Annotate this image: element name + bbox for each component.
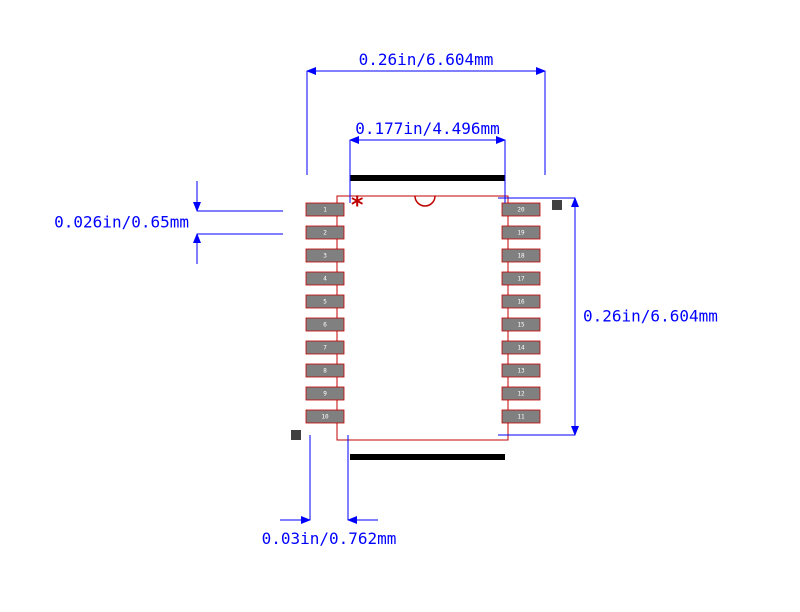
- pin1-arc: [415, 196, 435, 206]
- pad-right-label: 19: [517, 230, 525, 237]
- dim-text: 0.177in/4.496mm: [355, 119, 500, 138]
- pad-right-label: 18: [517, 253, 525, 260]
- dim-text: 0.026in/0.65mm: [54, 213, 189, 232]
- pad-right-label: 15: [517, 322, 525, 329]
- dim-text: 0.26in/6.604mm: [583, 307, 718, 326]
- pad-left-label: 3: [323, 253, 327, 260]
- pad-right-label: 13: [517, 368, 525, 375]
- pad-left-label: 2: [323, 230, 327, 237]
- pad-right-label: 17: [517, 276, 525, 283]
- pad-left-label: 10: [321, 414, 329, 421]
- pad-left-label: 7: [323, 345, 327, 352]
- registration-mark: [552, 200, 562, 210]
- package-body: [337, 196, 508, 440]
- pad-left-label: 4: [323, 276, 327, 283]
- pad-left-label: 8: [323, 368, 327, 375]
- pad-right-label: 12: [517, 391, 525, 398]
- pad-left-label: 5: [323, 299, 327, 306]
- pin1-asterisk: *: [350, 191, 364, 219]
- pad-right-label: 20: [517, 207, 525, 214]
- dim-text: 0.03in/0.762mm: [262, 529, 397, 548]
- pad-right-label: 16: [517, 299, 525, 306]
- pad-left-label: 1: [323, 207, 327, 214]
- pad-left-label: 9: [323, 391, 327, 398]
- pad-left-label: 6: [323, 322, 327, 329]
- registration-mark: [291, 430, 301, 440]
- pad-right-label: 11: [517, 414, 525, 421]
- dim-text: 0.26in/6.604mm: [359, 50, 494, 69]
- pad-right-label: 14: [517, 345, 525, 352]
